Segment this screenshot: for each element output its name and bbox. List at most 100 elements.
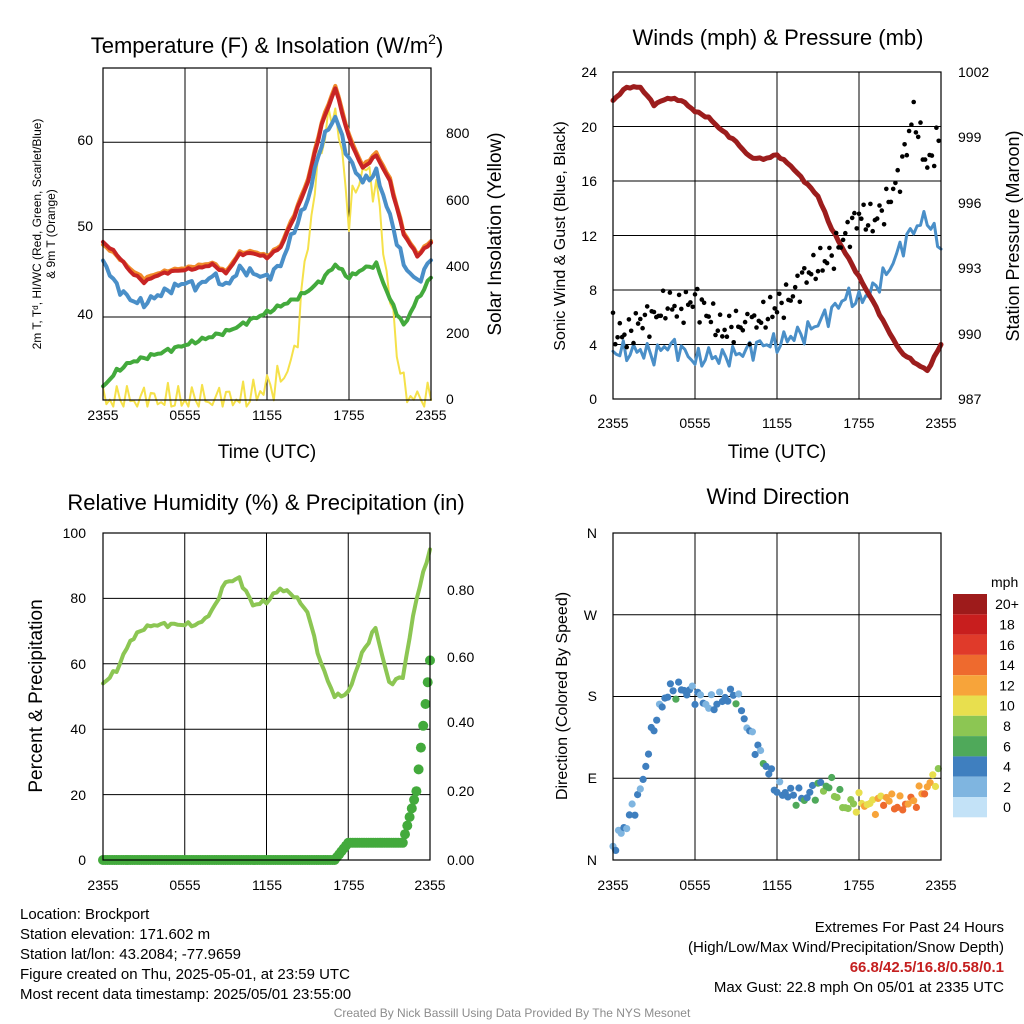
direction-point xyxy=(929,771,937,779)
gust-point xyxy=(720,334,725,339)
gust-point xyxy=(613,341,618,347)
precip-point xyxy=(422,677,433,688)
wind-xtick-1: 0555 xyxy=(679,415,710,431)
legend-swatch xyxy=(953,614,987,635)
gust-point xyxy=(897,189,903,195)
gust-point xyxy=(833,230,839,236)
direction-point xyxy=(705,704,713,712)
gust-point xyxy=(909,122,914,127)
extremes-values: 66.8/42.5/16.8/0.58/0.1 xyxy=(849,959,1004,976)
gust-point xyxy=(893,180,898,186)
gust-point xyxy=(902,142,907,147)
gust-point xyxy=(781,315,787,321)
direction-point xyxy=(844,804,852,813)
direction-plot-frame xyxy=(612,532,942,861)
direction-point xyxy=(625,811,634,819)
gust-point xyxy=(676,292,682,298)
temp-y2label: Solar Insolation (Yellow) xyxy=(485,132,506,335)
gust-point xyxy=(795,273,800,279)
gust-point xyxy=(688,300,693,305)
legend-label: 10 xyxy=(999,698,1015,714)
dir-xtick-2: 1155 xyxy=(762,877,792,893)
direction-point xyxy=(754,741,762,749)
direction-point xyxy=(934,765,942,773)
temp-ylabel-line2: & 9m T (Orange) xyxy=(44,189,58,279)
gust-point xyxy=(706,314,711,319)
gust-point xyxy=(672,303,677,309)
legend-swatch xyxy=(953,634,987,655)
wind-ytick-0: 0 xyxy=(589,391,597,407)
wind-y2label: Station Pressure (Maroon) xyxy=(1003,130,1023,341)
temp-xtick-0: 2355 xyxy=(87,407,118,423)
temp-xlabel: Time (UTC) xyxy=(218,442,317,463)
dir-ytick-n-top: N xyxy=(587,525,597,541)
gust-point xyxy=(820,268,825,273)
direction-point xyxy=(762,762,770,771)
wind-xtick-2: 1155 xyxy=(762,415,792,431)
temperature-panel: Temperature (F) & Insolation (W/m2) 2355… xyxy=(30,31,506,463)
wind-ytick-20: 20 xyxy=(581,119,597,135)
gust-point xyxy=(854,226,859,231)
direction-point xyxy=(724,697,732,705)
gust-point xyxy=(733,308,739,314)
gust-point xyxy=(679,306,684,312)
humidity-title: Relative Humidity (%) & Precipitation (i… xyxy=(67,490,464,515)
legend-swatch xyxy=(953,776,987,797)
direction-point xyxy=(921,790,929,798)
gust-point xyxy=(742,319,748,325)
legend-label: 4 xyxy=(1003,759,1011,775)
direction-point xyxy=(707,691,716,699)
direction-point xyxy=(636,785,644,793)
gust-point xyxy=(644,304,650,309)
gust-point xyxy=(699,297,705,302)
legend-swatch xyxy=(953,594,987,615)
gust-point xyxy=(761,299,766,305)
gust-point xyxy=(831,266,837,272)
direction-point xyxy=(716,688,724,696)
legend-label: 2 xyxy=(1003,779,1011,795)
direction-point xyxy=(869,796,877,804)
gust-point xyxy=(642,312,648,318)
gust-point xyxy=(849,215,855,221)
gust-point xyxy=(669,307,675,312)
dir-xtick-4: 2355 xyxy=(925,877,956,893)
rh-y2tick-080: 0.80 xyxy=(447,582,474,598)
extremes-title: Extremes For Past 24 Hours xyxy=(814,919,1004,936)
dir-ytick-s: S xyxy=(588,688,597,704)
extremes-info: Extremes For Past 24 Hours (High/Low/Max… xyxy=(688,918,1004,998)
gust-point xyxy=(674,314,680,319)
direction-point xyxy=(825,784,833,792)
gust-point xyxy=(758,320,764,326)
temp-xtick-1: 0555 xyxy=(169,407,200,423)
direction-point xyxy=(912,803,921,812)
direction-point xyxy=(735,690,743,698)
winds-title: Winds (mph) & Pressure (mb) xyxy=(633,25,924,50)
direction-point xyxy=(784,793,792,801)
gust-point xyxy=(692,292,698,297)
gust-point xyxy=(840,237,846,243)
gust-point xyxy=(931,163,937,169)
direction-point xyxy=(915,782,923,790)
rh-xtick-0: 2355 xyxy=(87,877,118,893)
gust-point xyxy=(713,332,718,338)
direction-point xyxy=(672,695,680,703)
gust-point xyxy=(631,340,636,346)
direction-point xyxy=(732,700,740,708)
gust-point xyxy=(922,157,928,162)
wind-xtick-0: 2355 xyxy=(597,415,628,431)
temp-y2tick-600: 600 xyxy=(446,192,470,208)
direction-point xyxy=(767,765,776,773)
temperature-series xyxy=(101,83,433,408)
rh-ytick-60: 60 xyxy=(70,656,86,672)
direction-point xyxy=(617,829,625,837)
most-recent-data: Most recent data timestamp: 2025/05/01 2… xyxy=(20,986,352,1003)
direction-point xyxy=(710,706,718,714)
direction-point xyxy=(776,778,784,786)
direction-point xyxy=(926,779,934,787)
series-line-2m-t xyxy=(101,86,433,286)
direction-point xyxy=(757,746,765,755)
gust-point xyxy=(745,311,750,317)
gust-point xyxy=(633,311,639,316)
precip-point xyxy=(411,786,422,797)
gust-point xyxy=(726,313,732,319)
